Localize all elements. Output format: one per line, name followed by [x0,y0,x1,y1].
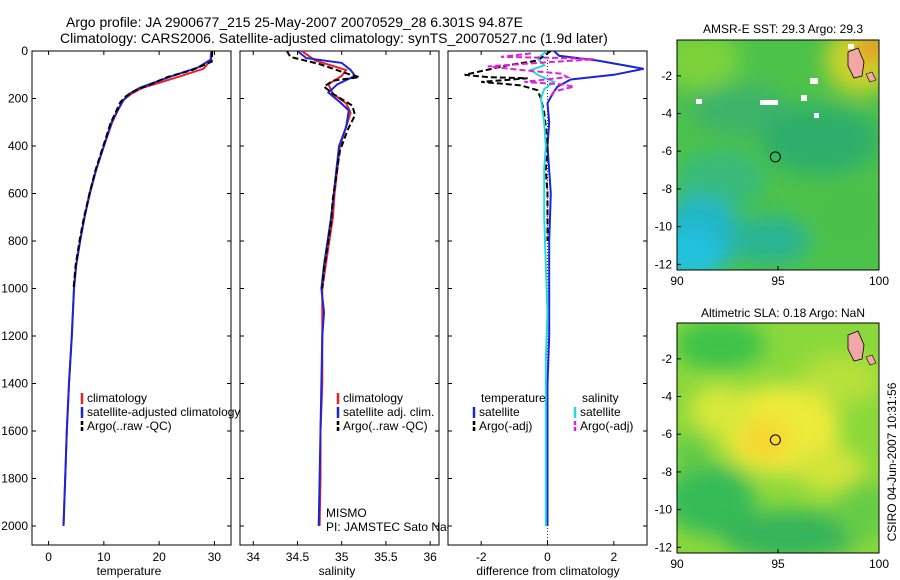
series-line-temperature-argo-adj- [464,51,552,241]
series-line-argo-raw-qc- [286,51,360,289]
x-tick-label: 0 [544,550,551,564]
y-tick-label: 200 [8,92,28,106]
csiro-timestamp-label: CSIRO 04-Jun-2007 10:31:56 [885,382,899,541]
x-tick-label: 36 [423,550,437,564]
map-x-tick-label: 100 [869,274,889,288]
legend-label: Argo(-adj) [479,419,532,433]
sst-field-image [677,40,879,270]
legend-label: satellite [580,405,621,419]
salinity-axes-frame [239,50,440,546]
map-y-tick-label: -6 [661,144,672,158]
x-tick-label: -2 [476,550,487,564]
salinity-xlabel: salinity [319,564,356,578]
legend-label: Argo(..raw -QC) [343,419,428,433]
sst-argo-position-marker [769,151,781,163]
figure-title-line2: Climatology: CARS2006. Satellite-adjuste… [60,30,608,46]
sla-field-image [677,323,879,553]
x-tick-label: 35 [335,550,349,564]
map-x-tick-label: 100 [869,557,889,571]
y-tick-label: 1800 [1,472,28,486]
x-tick-label: 35.5 [374,550,398,564]
x-tick-label: 2 [610,550,617,564]
map-y-tick-label: -12 [655,540,673,554]
y-tick-label: 0 [21,44,28,58]
y-tick-label: 1200 [1,329,28,343]
map-y-tick-label: -2 [661,69,672,83]
map-x-tick-label: 95 [771,557,785,571]
float-project-label: MISMO [326,506,367,520]
legend-title-temperature: temperature [481,391,546,405]
map-y-tick-label: -12 [655,257,673,271]
temperature-profile-panel: 0 10 20 30 0 200 400 600 800 1000 1200 1400 1600 1800… [1,44,240,578]
difference-xlabel: difference from climatology [476,564,619,578]
legend-label: Argo(..raw -QC) [87,419,172,433]
series-line-salinity-argo-adj- [487,52,594,99]
difference-profile-panel: -2 0 2 difference from climatology tempera… [447,50,648,578]
map-y-tick-label: -2 [661,352,672,366]
y-tick-label: 600 [8,187,28,201]
x-tick-label: 20 [152,550,166,564]
legend-title-salinity: salinity [582,391,619,405]
series-line-argo-raw-qc- [72,51,214,289]
map-y-tick-label: -8 [661,465,672,479]
x-tick-label: 34.5 [286,550,310,564]
y-tick-label: 1400 [1,377,28,391]
sla-map-title: Altimetric SLA: 0.18 Argo: NaN [701,306,865,320]
x-tick-label: 10 [97,550,111,564]
y-tick-label: 1600 [1,424,28,438]
legend-label: satellite-adjusted climatology [87,405,240,419]
y-tick-label: 800 [8,234,28,248]
legend-label: satellite [479,405,520,419]
map-y-tick-label: -4 [661,107,672,121]
float-pi-label: PI: JAMSTEC Sato Naoki [326,520,462,534]
legend-label: climatology [87,391,147,405]
y-tick-label: 400 [8,139,28,153]
legend-label: satellite adj. clim. [343,405,434,419]
legend-label: climatology [343,391,403,405]
sla-map-panel: Altimetric SLA: 0.18 Argo: NaN 90 95 100 -2… [655,306,890,571]
map-y-tick-label: -4 [661,390,672,404]
map-y-tick-label: -8 [661,182,672,196]
x-tick-label: 34 [247,550,261,564]
x-tick-label: 0 [45,550,52,564]
sla-argo-position-marker [769,434,781,446]
sst-map-title: AMSR-E SST: 29.3 Argo: 29.3 [703,22,863,36]
map-y-tick-label: -10 [655,503,673,517]
figure-title-line1: Argo profile: JA 2900677_215 25-May-2007… [66,14,523,30]
map-x-tick-label: 95 [771,274,785,288]
legend-label: Argo(-adj) [580,419,633,433]
y-tick-label: 1000 [1,282,28,296]
temperature-xlabel: temperature [97,564,162,578]
sst-map-panel: AMSR-E SST: 29.3 Argo: 29.3 [655,22,890,288]
map-x-tick-label: 90 [670,274,684,288]
salinity-profile-panel: 34 34.5 35 35.5 36 salinity climatologysatel… [239,50,462,578]
map-y-tick-label: -6 [661,427,672,441]
map-y-tick-label: -10 [655,220,673,234]
series-line-temperature-satellite [546,51,644,526]
x-tick-label: 30 [208,550,222,564]
series-line-salinity-satellite [528,51,557,526]
temperature-axes-frame [31,50,232,546]
y-tick-label: 2000 [1,519,28,533]
map-x-tick-label: 90 [670,557,684,571]
